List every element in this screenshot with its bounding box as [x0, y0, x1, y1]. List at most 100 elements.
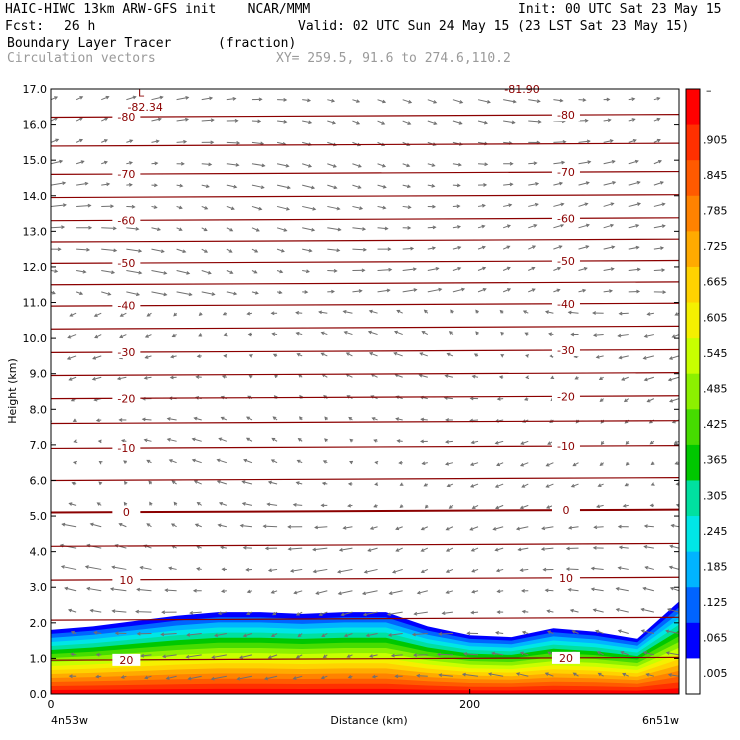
vector-arrowhead [40, 566, 43, 569]
vector-arrow [568, 311, 579, 314]
vector-arrowhead [649, 503, 654, 508]
vector-arrow [641, 608, 654, 613]
vector-arrowhead [568, 525, 573, 530]
vector-arrow [628, 139, 637, 143]
vector-arrow [168, 567, 177, 570]
vector-arrowhead [62, 181, 67, 186]
vector-arrowhead [144, 675, 149, 680]
vector-arrowhead [139, 565, 144, 570]
vector-arrowhead [278, 290, 283, 295]
vector-arrow [176, 141, 187, 143]
vector-arrowhead [292, 502, 297, 507]
contour-label-bg [551, 440, 580, 453]
vector-arrow [452, 163, 461, 166]
vector-arrow [420, 352, 428, 357]
vector-arrowhead [682, 161, 685, 164]
vector-arrowhead [239, 523, 244, 528]
vector-arrow [595, 630, 604, 634]
vector-arrow [402, 184, 411, 188]
colorbar-swatch [686, 444, 700, 481]
vector-arrowhead [536, 99, 541, 103]
vector-arrowhead [671, 334, 676, 338]
vector-arrow [446, 590, 454, 594]
vector-arrowhead [506, 245, 511, 250]
colorbar-swatch [686, 160, 700, 197]
vector-arrow [528, 162, 537, 165]
contour-label-bg [551, 390, 580, 403]
vector-arrowhead [66, 356, 71, 360]
vector-arrowhead [243, 458, 248, 463]
vector-arrowhead [128, 182, 133, 187]
vector-arrow [503, 204, 512, 207]
vector-arrow [327, 163, 337, 168]
vector-arrowhead [496, 397, 501, 401]
vector-arrowhead [481, 203, 486, 208]
vector-arrowhead [535, 182, 540, 186]
vector-arrowhead [569, 608, 574, 613]
vector-arrowhead [71, 481, 76, 486]
vector-arrowhead [660, 246, 665, 250]
vector-arrowhead [128, 161, 134, 165]
vector-arrowhead [358, 289, 363, 293]
vector-arrowhead [170, 523, 175, 527]
vector-arrowhead [258, 97, 263, 102]
vector-arrowhead [345, 352, 350, 356]
vector-arrow [165, 589, 177, 592]
vector-arrow [471, 568, 479, 573]
vector-arrowhead [179, 183, 184, 188]
vector-arrow [316, 590, 328, 595]
vector-arrowhead [441, 611, 446, 616]
colorbar-frame [685, 88, 701, 695]
vector-arrow [268, 481, 278, 485]
contour-label: -60 [117, 214, 135, 227]
contour-label-bg [551, 255, 580, 268]
vector-arrow [421, 568, 429, 573]
vector-arrow [477, 267, 486, 271]
vector-arrow [276, 205, 290, 210]
vector-arrowhead [247, 332, 252, 337]
vector-arrow [666, 630, 679, 634]
vector-arrowhead [634, 159, 639, 164]
vector-arrow [452, 246, 461, 250]
vector-arrow [76, 270, 86, 273]
vector-arrow [521, 440, 529, 445]
vector-arrow [144, 439, 152, 442]
vector-arrowhead [287, 524, 292, 529]
vector-arrowhead [531, 266, 536, 271]
vector-arrow [243, 633, 253, 637]
vector-arrow [176, 96, 189, 101]
vector-arrow [572, 630, 579, 634]
vector-arrow [597, 651, 604, 656]
vector-arrowhead [68, 674, 73, 679]
vector-arrow [628, 246, 639, 250]
vector-arrowhead [185, 117, 190, 122]
vector-arrowhead [599, 462, 604, 467]
vector-arrowhead [163, 271, 168, 275]
temperature-contour [51, 142, 679, 147]
vector-arrow [653, 139, 661, 143]
vector-arrowhead [661, 224, 666, 228]
vector-arrow [101, 291, 111, 296]
vector-arrowhead [384, 226, 389, 231]
vector-arrow [528, 120, 541, 123]
vector-arrow [395, 526, 403, 530]
vector-arrow [528, 203, 539, 207]
vector-arrowhead [565, 546, 570, 551]
vector-arrow [569, 526, 579, 529]
vector-arrowhead [470, 548, 475, 552]
vector-arrow [51, 226, 65, 229]
vector-arrowhead [111, 565, 116, 570]
vector-arrow [528, 183, 539, 186]
colorbar-label: .365 [703, 454, 728, 467]
fcst-label: Fcst: [5, 19, 45, 34]
vector-arrowhead [116, 376, 121, 381]
contour-label-bg [112, 442, 141, 455]
vector-arrowhead [395, 548, 400, 552]
vector-arrowhead [423, 483, 428, 487]
vector-arrowhead [363, 570, 368, 574]
vector-arrowhead [675, 482, 679, 486]
vector-arrowhead [123, 460, 128, 464]
vector-arrow [464, 653, 479, 656]
contour-label: -30 [557, 344, 575, 357]
vector-arrowhead [308, 164, 313, 168]
